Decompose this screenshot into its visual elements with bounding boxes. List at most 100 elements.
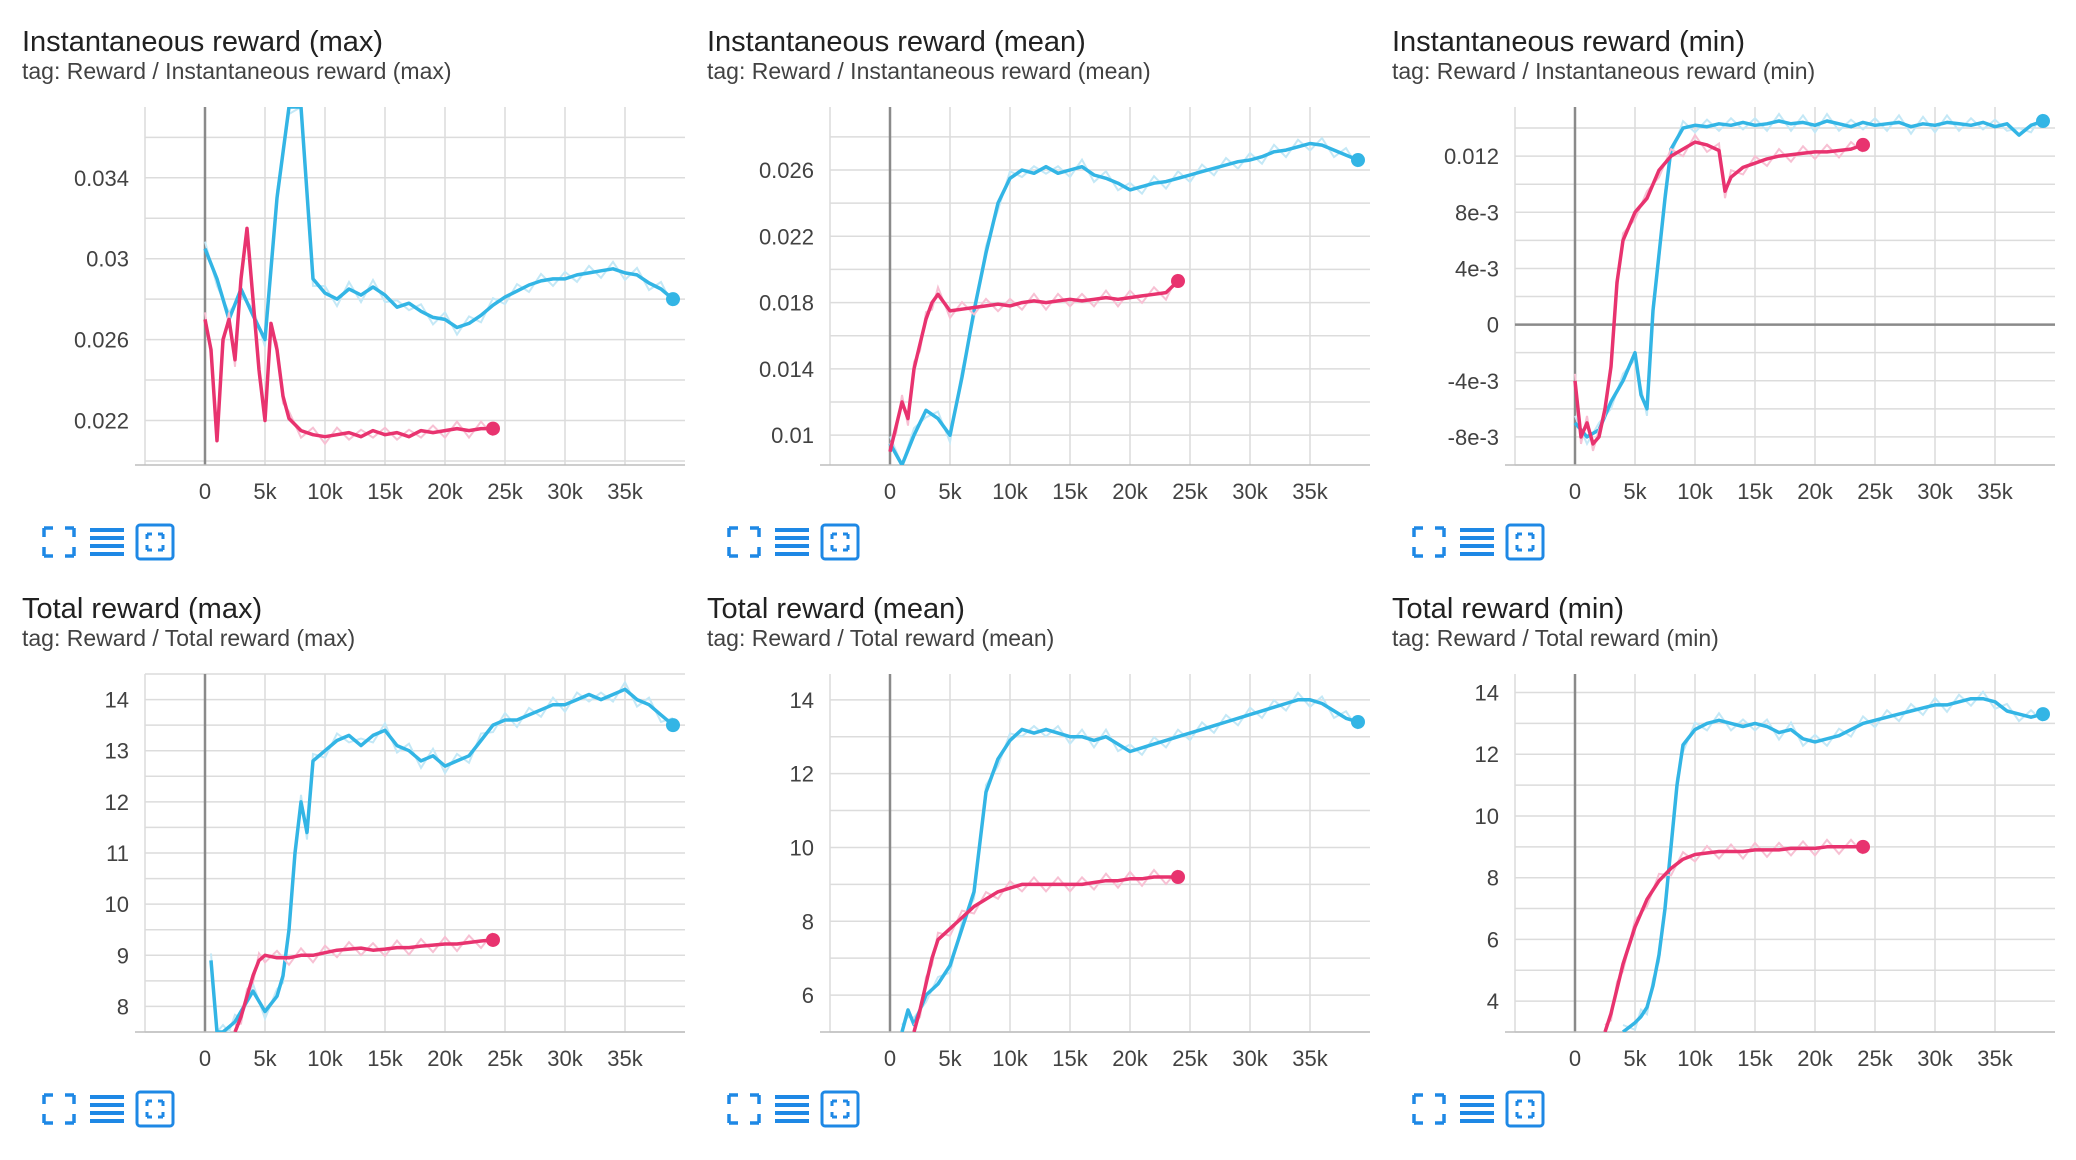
x-tick-label: 5k (1623, 1046, 1647, 1071)
x-tick-label: 35k (1292, 1046, 1328, 1071)
x-tick-label: 15k (1737, 1046, 1773, 1071)
chart-tag: tag: Reward / Instantaneous reward (max) (22, 58, 452, 84)
y-tick-label: 0.03 (86, 247, 129, 272)
series-line (1621, 696, 2044, 1032)
chart-tag: tag: Reward / Total reward (min) (1392, 625, 1719, 651)
line-chart[interactable]: 0 5k 10k 15k 20k 25k 30k 35k 0.022 0.026 0.03 0.034 (0, 95, 690, 515)
x-tick-label: 35k (607, 479, 643, 504)
fullscreen-button[interactable] (721, 1087, 767, 1131)
x-tick-label: 0 (1569, 479, 1581, 504)
y-tick-label: 4 (1487, 989, 1499, 1014)
x-tick-label: 20k (1797, 1046, 1833, 1071)
x-tick-label: 30k (1917, 479, 1953, 504)
grid (1514, 674, 2055, 1033)
series-line (203, 107, 675, 342)
plot-area (1603, 690, 2044, 1032)
x-tick-label: 0 (884, 479, 896, 504)
grid (144, 107, 685, 465)
y-tick-label: 0.012 (1444, 144, 1499, 169)
fit-domain-button[interactable] (817, 520, 863, 564)
line-chart[interactable]: 0 5k 10k 15k 20k 25k 30k 35k 8 9 10 11 12 13 14 (0, 662, 690, 1082)
chart-tag: tag: Reward / Instantaneous reward (mean… (707, 58, 1151, 84)
chart-title: Instantaneous reward (min) (1392, 26, 1745, 58)
chart-toolbar (1406, 520, 1646, 570)
chart-toolbar (1406, 1087, 1646, 1137)
series-end-marker (2036, 114, 2050, 129)
y-tick-label: 10 (1475, 804, 1499, 829)
log-scale-button[interactable] (1454, 1087, 1500, 1131)
series-end-marker (666, 292, 680, 307)
line-chart[interactable]: 0 5k 10k 15k 20k 25k 30k 35k 0.01 0.014 0.018 0.022… (685, 95, 1375, 515)
series-end-marker (2036, 707, 2050, 722)
fullscreen-button[interactable] (1406, 1087, 1452, 1131)
x-tick-label: 0 (1569, 1046, 1581, 1071)
series-raw-line (234, 932, 494, 1026)
x-tick-label: 35k (1977, 479, 2013, 504)
fit-domain-button[interactable] (1502, 520, 1548, 564)
y-tick-label: 0.022 (759, 224, 814, 249)
y-tick-label: 0 (1487, 313, 1499, 338)
chart-title: Instantaneous reward (mean) (707, 26, 1086, 58)
fullscreen-button[interactable] (36, 1087, 82, 1131)
series-line (888, 279, 1180, 453)
x-tick-label: 5k (938, 1046, 962, 1071)
x-tick-label: 10k (992, 1046, 1028, 1071)
series-line (1603, 845, 1863, 1032)
series-line (1573, 140, 1864, 446)
log-scale-icon (1454, 520, 1500, 564)
y-tick-label: 6 (1487, 927, 1499, 952)
x-tick-label: 5k (253, 1046, 277, 1071)
x-tick-label: 35k (1292, 479, 1328, 504)
fit-domain-button[interactable] (132, 520, 178, 564)
chart-toolbar (36, 520, 276, 570)
fullscreen-icon (1406, 520, 1452, 564)
y-tick-label: 8 (802, 909, 814, 934)
fit-domain-button[interactable] (132, 1087, 178, 1131)
x-tick-label: 30k (1917, 1046, 1953, 1071)
series-line (912, 875, 1178, 1032)
fullscreen-button[interactable] (1406, 520, 1452, 564)
x-tick-label: 0 (199, 1046, 211, 1071)
x-tick-label: 5k (938, 479, 962, 504)
fullscreen-button[interactable] (36, 520, 82, 564)
line-chart[interactable]: 0 5k 10k 15k 20k 25k 30k 35k 6 8 10 12 14 (685, 662, 1375, 1082)
fullscreen-button[interactable] (721, 520, 767, 564)
x-tick-label: 5k (1623, 479, 1647, 504)
line-chart[interactable]: 0 5k 10k 15k 20k 25k 30k 35k -8e-3 -4e-3 0 4e-3 8e-3… (1370, 95, 2060, 515)
log-scale-button[interactable] (1454, 520, 1500, 564)
fullscreen-icon (36, 520, 82, 564)
chart-title: Instantaneous reward (max) (22, 26, 384, 58)
series-end-marker (1351, 153, 1365, 168)
chart-tag: tag: Reward / Instantaneous reward (min) (1392, 58, 1816, 84)
y-tick-label: 10 (790, 835, 814, 860)
series-end-marker (666, 718, 680, 733)
y-tick-label: 10 (105, 892, 129, 917)
x-tick-label: 0 (884, 1046, 896, 1071)
log-scale-button[interactable] (769, 1087, 815, 1131)
y-tick-label: 0.01 (771, 423, 814, 448)
series-end-marker (1856, 839, 1870, 854)
x-tick-label: 25k (487, 1046, 523, 1071)
y-tick-label: 14 (1475, 681, 1499, 706)
fit-domain-button[interactable] (817, 1087, 863, 1131)
x-tick-label: 25k (1172, 479, 1208, 504)
x-tick-label: 0 (199, 479, 211, 504)
chart-card-instantaneous-reward-max: Instantaneous reward (max) tag: Reward /… (0, 0, 690, 570)
fit-domain-button[interactable] (1502, 1087, 1548, 1131)
log-scale-button[interactable] (769, 520, 815, 564)
line-chart[interactable]: 0 5k 10k 15k 20k 25k 30k 35k 4 6 8 10 12 14 (1370, 662, 2060, 1082)
series-end-marker (486, 932, 500, 947)
x-tick-label: 20k (1112, 479, 1148, 504)
chart-title: Total reward (max) (22, 593, 263, 625)
x-tick-label: 20k (427, 1046, 463, 1071)
x-tick-label: 15k (1737, 479, 1773, 504)
fullscreen-icon (1406, 1087, 1452, 1131)
chart-card-total-reward-min: Total reward (min) tag: Reward / Total r… (1370, 567, 2060, 1137)
fullscreen-icon (721, 520, 767, 564)
log-scale-button[interactable] (84, 520, 130, 564)
x-tick-label: 10k (992, 479, 1028, 504)
log-scale-button[interactable] (84, 1087, 130, 1131)
fullscreen-icon (721, 1087, 767, 1131)
fit-domain-icon (132, 1087, 178, 1131)
chart-card-instantaneous-reward-mean: Instantaneous reward (mean) tag: Reward … (685, 0, 1375, 570)
